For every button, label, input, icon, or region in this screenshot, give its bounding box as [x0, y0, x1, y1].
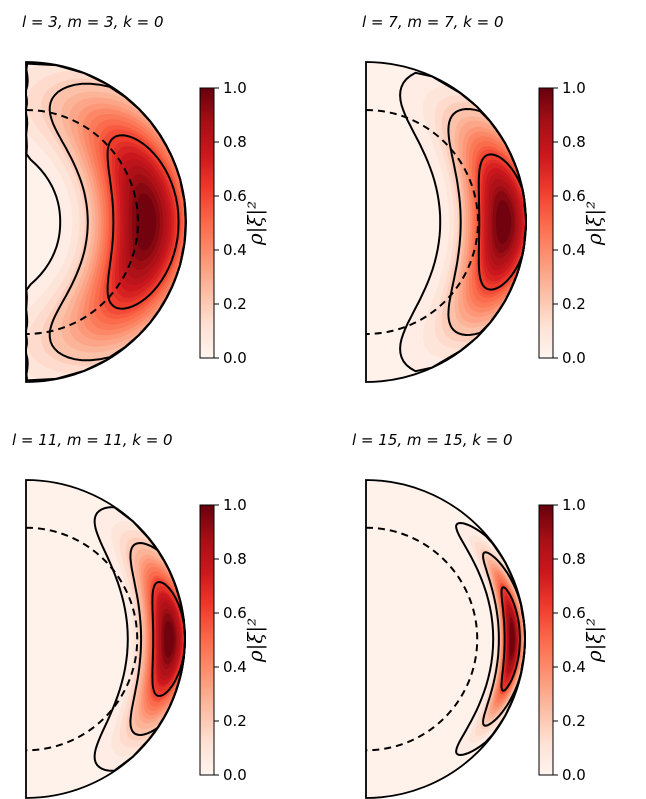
dashed-boundary: [365, 109, 479, 335]
panel-title: l = 11, m = 11, k = 0: [12, 431, 173, 449]
panel-title: l = 3, m = 3, k = 0: [22, 13, 163, 31]
colorbar-tick-label: 0.2: [562, 295, 586, 313]
colorbar: 0.0 0.2 0.4 0.6 0.8 1.0 ρ|ξ|²: [199, 496, 268, 784]
panel-1: l = 3, m = 3, k = 0 0.0 0.2 0.4 0.6 0.8 1.0 ρ|ξ…: [22, 13, 268, 383]
colorbar-tick-label: 0.6: [223, 187, 247, 205]
panel-title: l = 15, m = 15, k = 0: [352, 431, 513, 449]
contour-line-1: [24, 62, 187, 382]
panel-4: l = 15, m = 15, k = 0 0.0 0.2 0.4 0.6 0.8 1.0 ρ…: [352, 431, 607, 799]
colorbar-tick-label: 0.6: [562, 604, 586, 622]
density-map: [26, 480, 185, 798]
colorbar-label: ρ|ξ|²: [582, 618, 607, 663]
colorbar-gradient: [199, 504, 215, 776]
colorbar: 0.0 0.2 0.4 0.6 0.8 1.0 ρ|ξ|²: [538, 79, 607, 367]
colorbar-tick-label: 0.4: [223, 241, 247, 259]
contour-line-3: [477, 153, 528, 291]
colorbar-tick-label: 1.0: [223, 79, 247, 97]
colorbar-tick-label: 0.2: [223, 295, 247, 313]
colorbar-label: ρ|ξ|²: [243, 201, 268, 246]
colorbar: 0.0 0.2 0.4 0.6 0.8 1.0 ρ|ξ|²: [538, 496, 607, 784]
contour-line-2: [482, 551, 527, 727]
panel-3: l = 11, m = 11, k = 0 0.0 0.2 0.4 0.6 0.8 1.0 ρ…: [12, 431, 268, 799]
contour-line-3: [106, 134, 180, 310]
contour-line-2: [48, 82, 187, 362]
colorbar-tick-label: 0.0: [223, 349, 247, 367]
contour-line-2: [129, 541, 187, 737]
colorbar-gradient: [199, 87, 215, 359]
panel-2: l = 7, m = 7, k = 0 0.0 0.2 0.4 0.6 0.8 1.0 ρ|ξ…: [362, 13, 607, 383]
colorbar-tick-label: 0.2: [223, 712, 247, 730]
dashed-boundary: [365, 526, 479, 752]
colorbar-tick-label: 0.4: [562, 658, 586, 676]
contour-line-3: [151, 580, 187, 698]
colorbar-tick-label: 1.0: [562, 496, 586, 514]
colorbar-tick-label: 0.0: [562, 349, 586, 367]
dashed-boundary: [25, 526, 139, 752]
colorbar-tick-label: 0.4: [562, 241, 586, 259]
panel-title: l = 7, m = 7, k = 0: [362, 13, 503, 31]
dashed-boundary: [25, 109, 139, 335]
colorbar-tick-label: 0.0: [562, 766, 586, 784]
colorbar-tick-label: 1.0: [562, 79, 586, 97]
hemisphere-outline: [25, 61, 187, 383]
colorbar-tick-label: 0.6: [223, 604, 247, 622]
colorbar-tick-label: 0.4: [223, 658, 247, 676]
colorbar-gradient: [538, 87, 554, 359]
colorbar-tick-label: 0.0: [223, 766, 247, 784]
colorbar-label: ρ|ξ|²: [582, 201, 607, 246]
colorbar-tick-label: 0.8: [562, 133, 586, 151]
density-map: [366, 62, 526, 382]
colorbar-tick-label: 1.0: [223, 496, 247, 514]
contour-line-1: [455, 521, 527, 757]
colorbar-label: ρ|ξ|²: [243, 618, 268, 663]
colorbar-tick-label: 0.8: [562, 550, 586, 568]
colorbar: 0.0 0.2 0.4 0.6 0.8 1.0 ρ|ξ|²: [199, 79, 268, 367]
hemisphere-outline: [365, 479, 526, 799]
colorbar-tick-label: 0.8: [223, 550, 247, 568]
hemisphere-outline: [365, 61, 527, 383]
colorbar-tick-label: 0.6: [562, 187, 586, 205]
colorbar-tick-label: 0.2: [562, 712, 586, 730]
contour-line-3: [500, 586, 521, 692]
hemisphere-outline: [25, 479, 186, 799]
contour-line-2: [447, 107, 528, 337]
density-map: [366, 480, 525, 798]
colorbar-tick-label: 0.8: [223, 133, 247, 151]
colorbar-gradient: [538, 504, 554, 776]
